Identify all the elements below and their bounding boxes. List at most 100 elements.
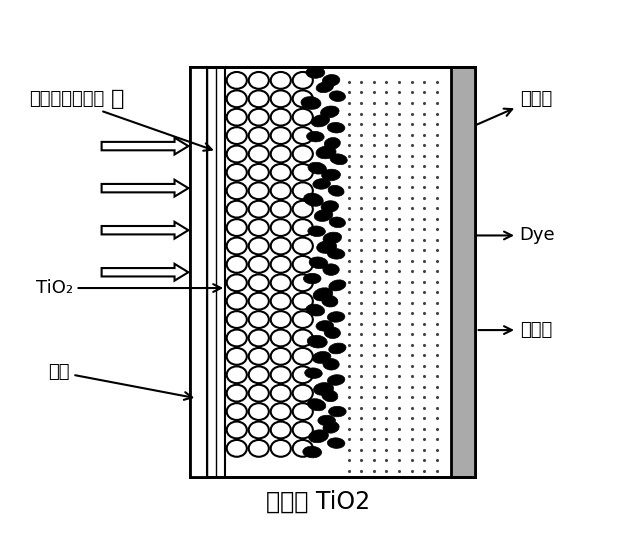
Circle shape (248, 146, 269, 162)
Circle shape (271, 109, 291, 125)
FancyArrow shape (102, 180, 189, 197)
Circle shape (227, 311, 247, 328)
Text: 光: 光 (111, 89, 124, 109)
Circle shape (248, 109, 269, 125)
Text: 导电金属氧化物: 导电金属氧化物 (29, 90, 212, 151)
Ellipse shape (314, 209, 333, 222)
Ellipse shape (322, 390, 338, 402)
Ellipse shape (330, 154, 347, 164)
Circle shape (293, 329, 313, 347)
Circle shape (227, 164, 247, 181)
Circle shape (293, 421, 313, 438)
Circle shape (248, 366, 269, 383)
Circle shape (293, 146, 313, 162)
Circle shape (248, 72, 269, 89)
Circle shape (293, 348, 313, 365)
Circle shape (227, 403, 247, 420)
Ellipse shape (309, 257, 328, 269)
Circle shape (248, 421, 269, 438)
Circle shape (248, 311, 269, 328)
Ellipse shape (316, 82, 333, 92)
Ellipse shape (329, 280, 346, 291)
Circle shape (248, 127, 269, 144)
Circle shape (248, 440, 269, 457)
Ellipse shape (303, 273, 321, 284)
Circle shape (293, 219, 313, 236)
Circle shape (271, 311, 291, 328)
Ellipse shape (323, 264, 340, 276)
Circle shape (227, 329, 247, 347)
Ellipse shape (327, 312, 345, 322)
Circle shape (227, 421, 247, 438)
Circle shape (271, 127, 291, 144)
Bar (451, 67, 475, 477)
Circle shape (293, 256, 313, 273)
Ellipse shape (322, 295, 338, 307)
Ellipse shape (306, 304, 325, 316)
Ellipse shape (301, 97, 321, 109)
Ellipse shape (313, 382, 334, 395)
Circle shape (271, 293, 291, 310)
Ellipse shape (308, 226, 326, 237)
Circle shape (271, 164, 291, 181)
Circle shape (293, 403, 313, 420)
Circle shape (248, 329, 269, 347)
Circle shape (248, 238, 269, 254)
Ellipse shape (318, 415, 336, 426)
Ellipse shape (329, 406, 346, 417)
Circle shape (248, 90, 269, 107)
Bar (190, 67, 207, 477)
Ellipse shape (307, 335, 327, 348)
Circle shape (293, 440, 313, 457)
Circle shape (293, 127, 313, 144)
Ellipse shape (304, 193, 323, 206)
Circle shape (227, 127, 247, 144)
Ellipse shape (327, 249, 345, 259)
Circle shape (271, 201, 291, 217)
Circle shape (248, 385, 269, 402)
Ellipse shape (320, 106, 339, 118)
Ellipse shape (306, 131, 324, 142)
Circle shape (227, 238, 247, 254)
Ellipse shape (308, 399, 326, 411)
Circle shape (293, 274, 313, 291)
Ellipse shape (311, 115, 329, 127)
Circle shape (271, 403, 291, 420)
Circle shape (227, 348, 247, 365)
Text: 玻璃: 玻璃 (48, 363, 192, 400)
Circle shape (248, 219, 269, 236)
Circle shape (271, 348, 291, 365)
Circle shape (271, 72, 291, 89)
Circle shape (248, 274, 269, 291)
Circle shape (227, 90, 247, 107)
Circle shape (271, 440, 291, 457)
Circle shape (271, 238, 291, 254)
Circle shape (293, 90, 313, 107)
Ellipse shape (304, 368, 322, 379)
Circle shape (248, 183, 269, 199)
Circle shape (227, 274, 247, 291)
Ellipse shape (328, 185, 344, 196)
Circle shape (227, 146, 247, 162)
Ellipse shape (313, 179, 331, 189)
Circle shape (293, 385, 313, 402)
Circle shape (293, 311, 313, 328)
Ellipse shape (324, 138, 340, 150)
Ellipse shape (321, 201, 339, 213)
Circle shape (271, 274, 291, 291)
Bar (190, 67, 475, 477)
Circle shape (293, 293, 313, 310)
Ellipse shape (303, 446, 322, 458)
Circle shape (248, 256, 269, 273)
Ellipse shape (322, 169, 341, 181)
Circle shape (293, 183, 313, 199)
Ellipse shape (308, 162, 327, 174)
Ellipse shape (322, 75, 340, 86)
Circle shape (271, 219, 291, 236)
Circle shape (227, 440, 247, 457)
Text: 对电极: 对电极 (478, 321, 552, 339)
Circle shape (227, 256, 247, 273)
Ellipse shape (329, 91, 345, 101)
Text: 纳米晶 TiO2: 纳米晶 TiO2 (266, 490, 371, 514)
Circle shape (271, 90, 291, 107)
